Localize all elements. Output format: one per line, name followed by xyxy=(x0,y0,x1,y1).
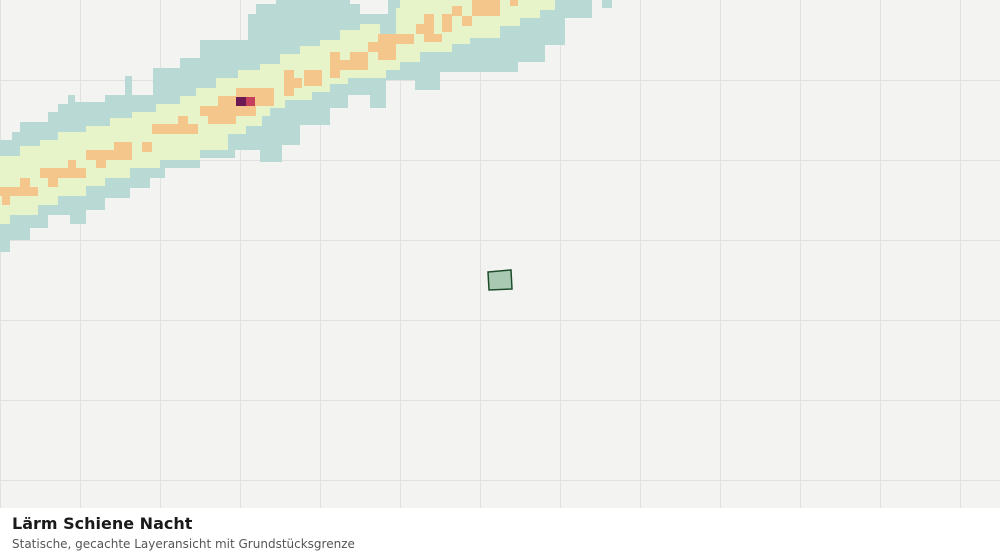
noise-cell xyxy=(152,124,198,134)
noise-cell xyxy=(424,34,442,42)
tile-grid xyxy=(0,0,1000,508)
map-view xyxy=(0,0,1000,508)
noise-cell xyxy=(442,14,452,32)
noise-zone-very-high xyxy=(246,97,255,106)
noise-cell xyxy=(378,34,414,44)
layer-title: Lärm Schiene Nacht xyxy=(12,514,193,533)
noise-cell xyxy=(510,0,518,6)
noise-cell xyxy=(452,6,462,16)
noise-cell xyxy=(2,196,10,205)
noise-zone-high xyxy=(0,0,518,205)
noise-cell xyxy=(424,14,434,24)
map-background xyxy=(0,0,1000,508)
noise-cell xyxy=(416,24,434,34)
noise-cell xyxy=(178,116,188,124)
noise-cell xyxy=(40,168,86,178)
noise-zone-low xyxy=(0,0,592,252)
noise-cell xyxy=(368,42,396,52)
noise-zone-medium xyxy=(0,0,555,224)
noise-cell xyxy=(208,116,236,124)
parcel-boundary[interactable] xyxy=(487,269,513,291)
noise-zone-peak xyxy=(236,97,246,106)
noise-cell xyxy=(96,160,106,168)
noise-zone-low xyxy=(602,0,612,8)
noise-cell xyxy=(340,60,350,70)
noise-cell xyxy=(68,160,76,168)
noise-layer xyxy=(0,0,612,252)
noise-cell xyxy=(294,78,302,88)
noise-cell xyxy=(284,70,294,96)
noise-cell xyxy=(86,150,132,160)
noise-cell xyxy=(200,106,256,116)
noise-cell xyxy=(114,142,132,150)
noise-cell xyxy=(330,52,340,78)
noise-cell xyxy=(236,88,274,96)
noise-cell xyxy=(48,178,58,187)
legend-footer: Lärm Schiene Nacht Statische, gecachte L… xyxy=(0,508,1000,560)
noise-cell xyxy=(378,52,396,60)
noise-cell xyxy=(142,142,152,152)
noise-cell xyxy=(304,70,322,86)
noise-cell xyxy=(462,16,472,26)
noise-cell xyxy=(472,0,500,16)
noise-cell xyxy=(20,178,30,187)
noise-cell xyxy=(0,187,38,196)
layer-subtitle: Statische, gecachte Layeransicht mit Gru… xyxy=(12,537,355,551)
noise-cell xyxy=(350,52,368,70)
